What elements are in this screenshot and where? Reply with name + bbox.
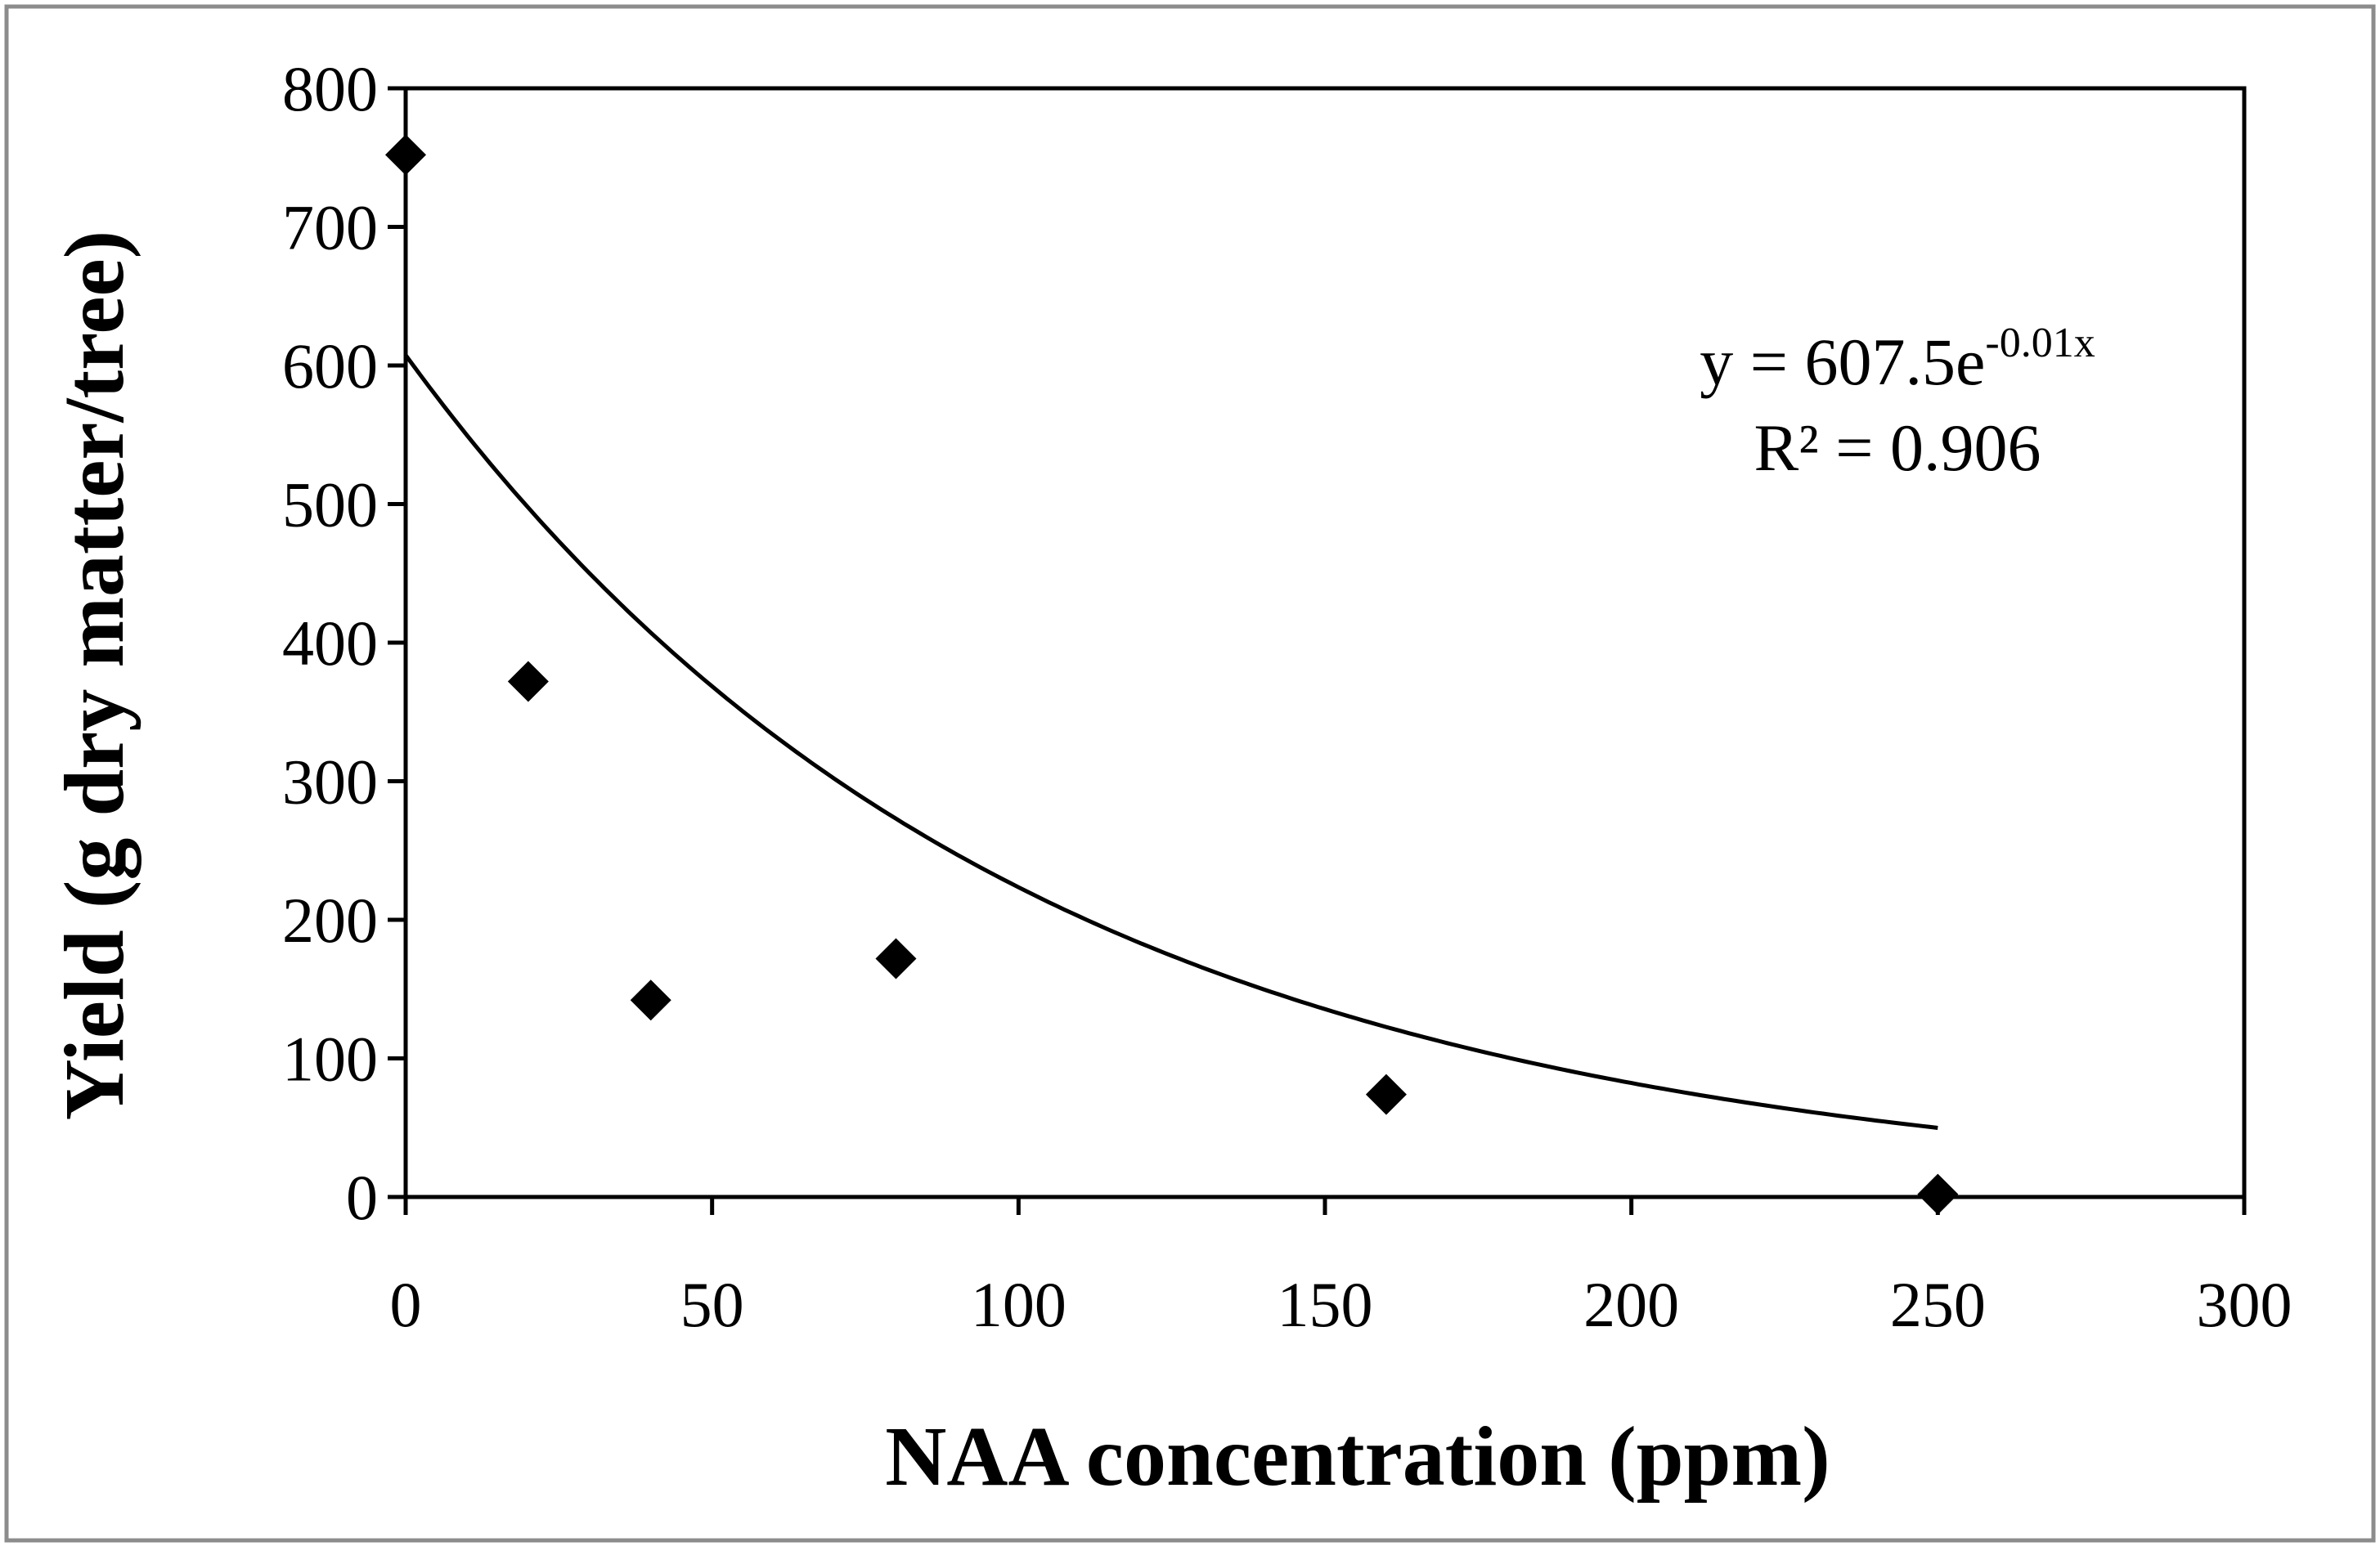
data-points bbox=[385, 134, 1959, 1215]
x-tick-label: 250 bbox=[1890, 1269, 1986, 1340]
trendline-equation: y = 607.5e-0.01x bbox=[1700, 320, 2095, 399]
y-tick-label: 200 bbox=[282, 885, 378, 956]
y-tick-label: 500 bbox=[282, 469, 378, 540]
data-point bbox=[1365, 1074, 1407, 1115]
y-axis-ticks: 0 100 200 300 400 500 600 700 800 bbox=[282, 53, 406, 1233]
x-tick-label: 150 bbox=[1278, 1269, 1373, 1340]
r-squared-label: R² = 0.906 bbox=[1754, 410, 2041, 485]
y-tick-label: 600 bbox=[282, 330, 378, 401]
x-axis-title: NAA concentration (ppm) bbox=[885, 1410, 1830, 1504]
x-tick-label: 50 bbox=[680, 1269, 744, 1340]
data-point bbox=[1917, 1173, 1959, 1215]
y-tick-label: 800 bbox=[282, 53, 378, 124]
data-point bbox=[630, 979, 671, 1021]
y-axis-title: Yield (g dry matter/tree) bbox=[47, 231, 141, 1121]
chart-border bbox=[4, 4, 2376, 1543]
x-tick-label: 100 bbox=[971, 1269, 1067, 1340]
x-tick-label: 0 bbox=[390, 1269, 422, 1340]
y-tick-label: 400 bbox=[282, 607, 378, 679]
y-tick-label: 300 bbox=[282, 746, 378, 818]
x-tick-label: 300 bbox=[2197, 1269, 2292, 1340]
x-tick-label: 200 bbox=[1583, 1269, 1679, 1340]
equation-exponent: -0.01x bbox=[1985, 320, 2095, 366]
y-tick-label: 700 bbox=[282, 192, 378, 263]
equation-base: y = 607.5e bbox=[1700, 325, 1985, 399]
x-axis-ticks: 0 50 100 150 200 250 300 bbox=[390, 1197, 2292, 1340]
data-point bbox=[385, 134, 426, 176]
y-tick-label: 100 bbox=[282, 1024, 378, 1095]
y-tick-label: 0 bbox=[346, 1162, 378, 1233]
trendline bbox=[403, 353, 1938, 1130]
data-point bbox=[875, 938, 917, 979]
data-point bbox=[507, 661, 549, 702]
